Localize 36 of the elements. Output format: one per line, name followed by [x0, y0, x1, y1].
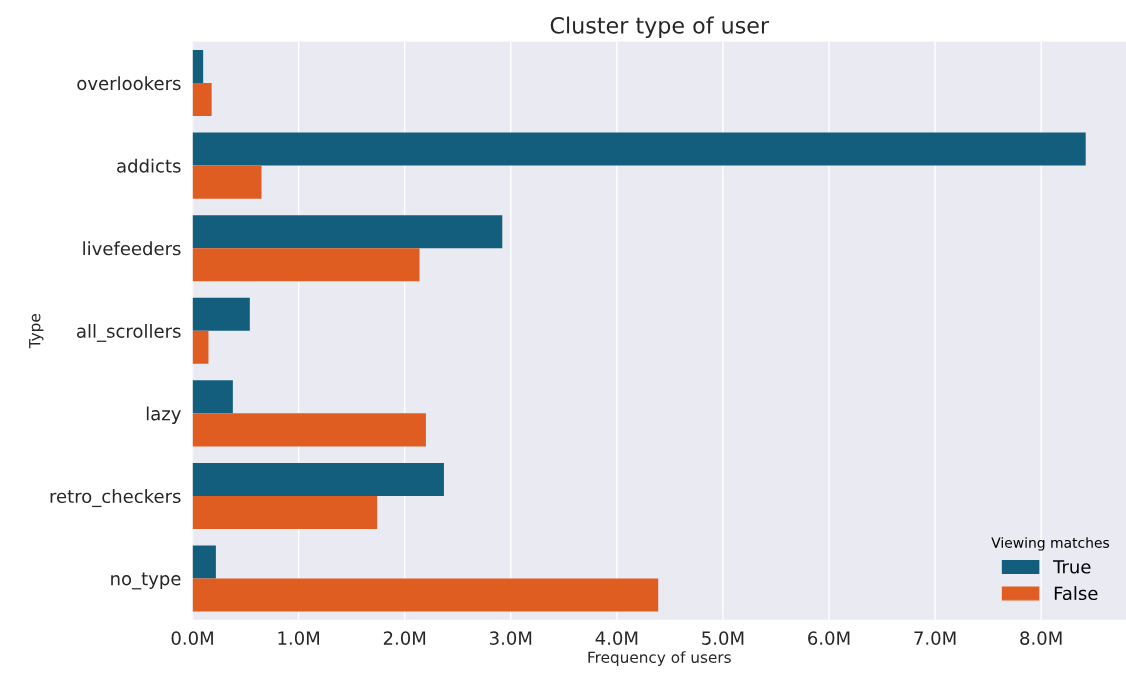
bar [192, 297, 250, 331]
bar [192, 578, 659, 612]
x-tick-label: 1.0M [278, 631, 319, 645]
legend-label: False [1054, 586, 1098, 601]
y-axis-title: Type [29, 314, 44, 349]
x-tick-label: 2.0M [383, 631, 426, 645]
bar [192, 462, 444, 496]
x-tick-label: 5.0M [702, 631, 744, 645]
bar [192, 248, 420, 282]
bar [192, 380, 233, 414]
bar [192, 132, 1086, 166]
bar [192, 215, 503, 249]
bar [192, 165, 262, 199]
legend-title: Viewing matches [991, 537, 1110, 551]
x-tick-label: 7.0M [914, 631, 956, 645]
x-tick-label: 8.0M [1020, 631, 1062, 645]
legend-label: True [1053, 560, 1091, 574]
x-tick-label: 3.0M [490, 631, 532, 645]
bar [192, 83, 212, 117]
bar [192, 495, 378, 529]
x-axis-title: Frequency of users [588, 651, 731, 666]
y-tick-label: retro_checkers [50, 489, 181, 508]
bar [192, 545, 216, 579]
x-tick-label: 0.0M [171, 631, 213, 645]
y-tick-label: overlookers [77, 76, 181, 91]
y-tick-label: no_type [111, 572, 181, 590]
x-tick-label: 6.0M [808, 631, 850, 645]
y-tick-label: lazy [146, 406, 181, 424]
bar [192, 330, 209, 364]
y-tick-label: all_scrollers [77, 323, 181, 342]
bar [192, 49, 204, 84]
bar [192, 413, 426, 447]
x-tick-label: 4.0M [595, 631, 638, 645]
y-tick-label: addicts [117, 158, 181, 173]
y-tick-label: livefeeders [83, 241, 181, 256]
chart-title: Cluster type of user [550, 16, 770, 39]
